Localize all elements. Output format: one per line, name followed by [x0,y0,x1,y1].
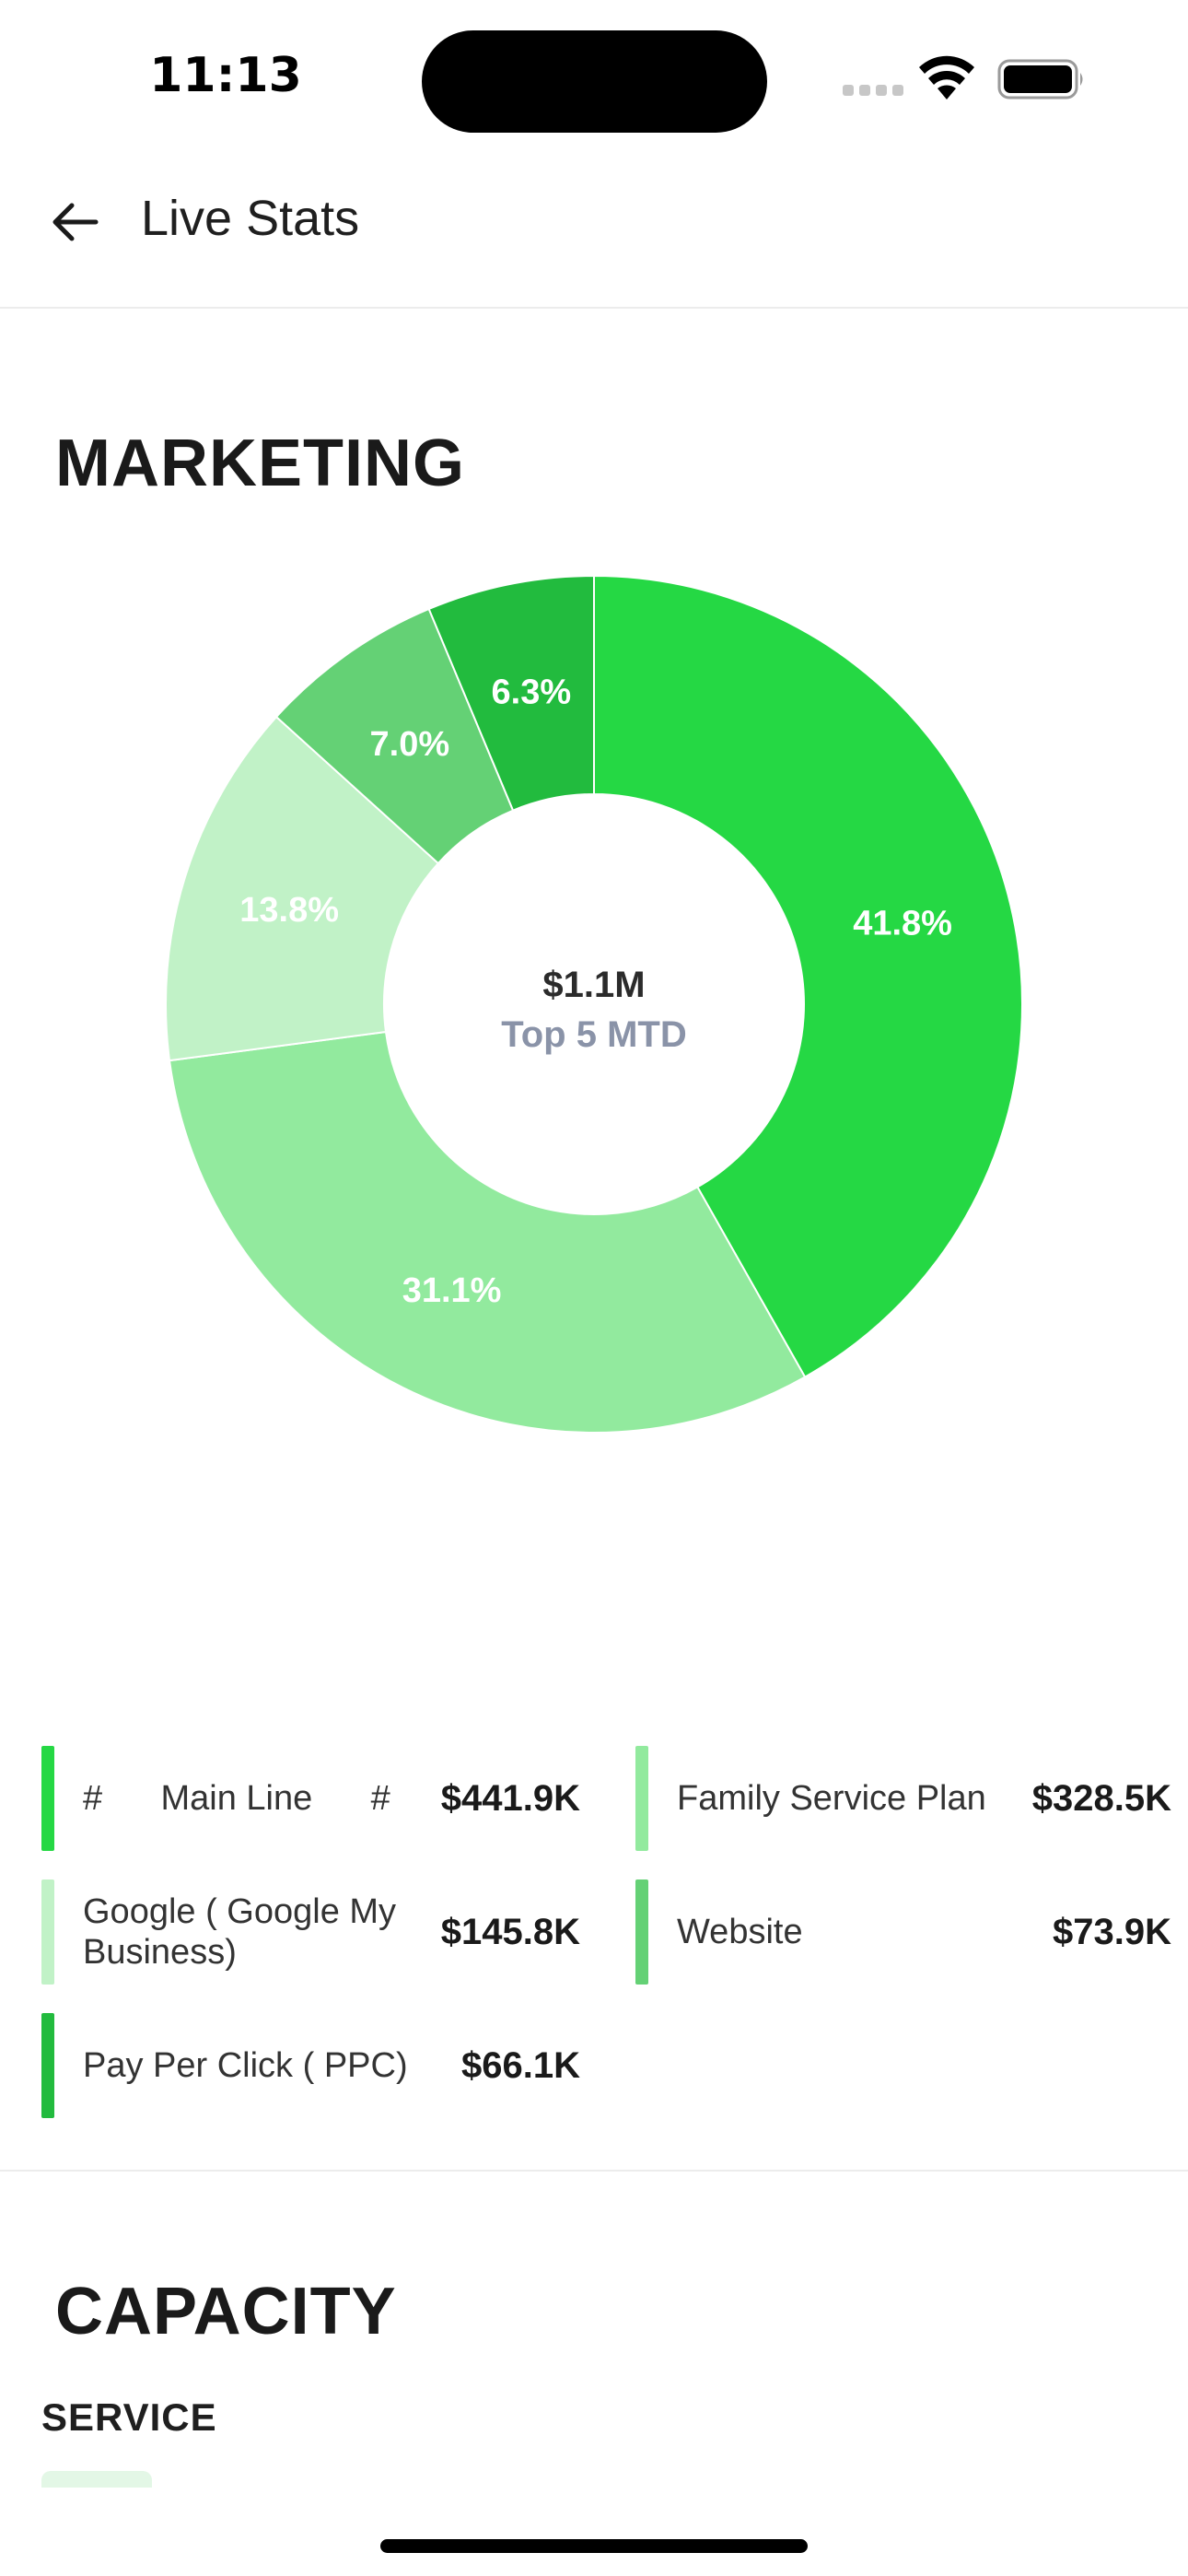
legend-label: Family Service Plan [677,1779,986,1818]
marketing-section-title: MARKETING [55,427,465,500]
legend-item-website[interactable]: Website $73.9K [635,1879,1171,1988]
app-header: Live Stats [0,157,1188,309]
donut-slice[interactable] [427,574,595,812]
legend-color-swatch [41,2013,54,2118]
legend-value: $328.5K [1031,1777,1171,1819]
dynamic-island [422,30,767,133]
legend-item-family-service-plan[interactable]: Family Service Plan $328.5K [635,1746,1171,1855]
back-button[interactable] [41,189,107,255]
legend-label: Pay Per Click ( PPC) [83,2046,408,2085]
legend-color-swatch [41,1879,54,1985]
chart-center-caption: Top 5 MTD [501,1014,686,1055]
slice-percent-label: 6.3% [492,673,572,711]
legend-value: $73.9K [1053,1911,1171,1952]
slice-percent-label: 13.8% [239,891,339,930]
chart-legend: # Main Line # $441.9K Family Service Pla… [0,1746,1188,2170]
marketing-donut-chart: 41.8% 31.1% 13.8% 7.0% 6.3% $1.1M Top 5 MTD [161,571,1027,1437]
cellular-signal-icon [843,85,903,98]
status-bar: 11:13 [0,0,1188,157]
home-indicator [380,2539,808,2553]
legend-item-pay-per-click[interactable]: Pay Per Click ( PPC) $66.1K [41,2013,580,2122]
service-subsection-title: SERVICE [41,2395,217,2439]
legend-color-swatch [635,1746,648,1851]
legend-label: Google ( Google My Business) [83,1892,397,1972]
legend-value: $441.9K [440,1777,580,1819]
donut-slice[interactable] [168,1030,807,1434]
page-title: Live Stats [141,191,360,246]
legend-color-swatch [635,1879,648,1985]
battery-icon [997,59,1083,100]
legend-label: # Main Line # [83,1779,390,1818]
legend-item-google-my-business[interactable]: Google ( Google My Business) $145.8K [41,1879,580,1988]
wifi-icon [919,55,974,100]
arrow-left-icon [52,203,99,241]
capacity-bar-preview [41,2471,152,2488]
slice-percent-label: 31.1% [402,1271,502,1310]
legend-label: Website [677,1913,803,1951]
capacity-section-title: CAPACITY [55,2275,397,2348]
legend-value: $66.1K [461,2044,580,2086]
legend-item-main-line[interactable]: # Main Line # $441.9K [41,1746,580,1855]
section-divider [0,2170,1188,2172]
chart-center-value: $1.1M [542,965,645,1005]
status-time: 11:13 [149,48,302,103]
legend-value: $145.8K [440,1911,580,1952]
donut-chart-svg: 41.8% 31.1% 13.8% 7.0% 6.3% $1.1M Top 5 MTD [165,574,1023,1434]
slice-percent-label: 7.0% [370,725,450,764]
slice-percent-label: 41.8% [853,905,952,943]
donut-slice[interactable] [593,574,1023,1378]
legend-color-swatch [41,1746,54,1851]
